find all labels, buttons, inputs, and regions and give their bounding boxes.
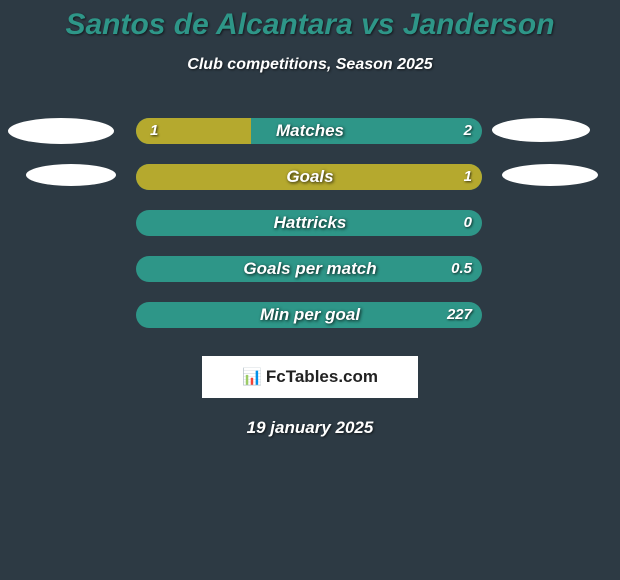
logo-box: 📊 FcTables.com bbox=[202, 356, 418, 398]
stat-row: 1Goals bbox=[0, 164, 620, 210]
row-label: Goals bbox=[0, 167, 620, 187]
page-title: Santos de Alcantara vs Janderson bbox=[0, 0, 620, 42]
stat-row: 0Hattricks bbox=[0, 210, 620, 256]
row-label: Min per goal bbox=[0, 305, 620, 325]
stat-row: 12Matches bbox=[0, 118, 620, 164]
row-label: Hattricks bbox=[0, 213, 620, 233]
comparison-chart: 12Matches1Goals0Hattricks0.5Goals per ma… bbox=[0, 118, 620, 348]
subtitle: Club competitions, Season 2025 bbox=[0, 56, 620, 74]
row-label: Matches bbox=[0, 121, 620, 141]
stat-row: 0.5Goals per match bbox=[0, 256, 620, 302]
logo-chart-icon: 📊 bbox=[242, 367, 262, 387]
date-label: 19 january 2025 bbox=[0, 418, 620, 438]
row-label: Goals per match bbox=[0, 259, 620, 279]
stat-row: 227Min per goal bbox=[0, 302, 620, 348]
logo-text: FcTables.com bbox=[266, 367, 378, 387]
